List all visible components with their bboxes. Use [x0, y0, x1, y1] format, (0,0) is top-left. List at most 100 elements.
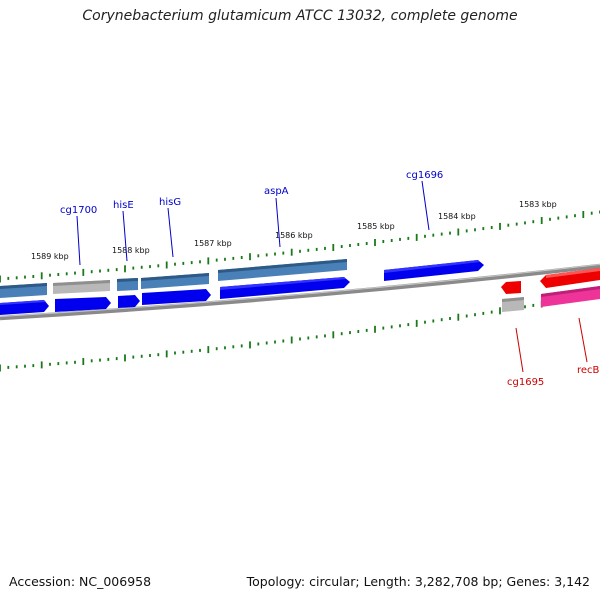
minor-tick [574, 214, 576, 218]
minor-tick [449, 317, 451, 320]
gene-cg1695-arrow[interactable] [501, 281, 521, 294]
minor-tick [382, 326, 385, 330]
gene-label-aspA[interactable]: aspA [264, 186, 289, 197]
gene-feature[interactable] [142, 289, 211, 305]
minor-tick [49, 362, 51, 366]
gene-feature[interactable] [55, 297, 111, 312]
minor-tick [90, 359, 93, 363]
major-tick [207, 346, 210, 354]
leader-line [122, 210, 128, 262]
minor-tick [57, 273, 60, 276]
minor-tick [224, 346, 226, 350]
gene-feature[interactable] [118, 295, 140, 308]
minor-tick [15, 276, 18, 280]
scale-label-1589: 1589 kbp [31, 252, 69, 261]
minor-tick [182, 261, 185, 265]
gene-label-hisG[interactable]: hisG [159, 197, 181, 208]
major-tick [124, 354, 126, 362]
minor-tick [474, 228, 476, 232]
minor-tick [532, 220, 535, 224]
gene-label-cg1695[interactable]: cg1695 [507, 377, 544, 388]
minor-tick [57, 362, 60, 366]
minor-tick [507, 223, 510, 227]
major-tick [0, 275, 1, 283]
minor-tick [157, 264, 160, 268]
minor-tick [390, 239, 393, 242]
gene-label-hisE[interactable]: hisE [113, 200, 134, 211]
minor-tick [524, 221, 526, 225]
gene-shade [546, 268, 600, 278]
gene-cg1696[interactable] [384, 260, 484, 281]
minor-tick [424, 234, 426, 238]
minor-tick [99, 269, 101, 273]
minor-tick [565, 215, 568, 219]
minor-tick [15, 365, 18, 369]
reverse-strand-row[interactable] [501, 268, 600, 312]
genome-backbone [0, 263, 600, 321]
minor-tick [182, 350, 185, 354]
page-title: Corynebacterium glutamicum ATCC 13032, c… [82, 8, 518, 24]
major-tick [290, 336, 293, 344]
major-tick [332, 331, 335, 339]
major-tick [499, 307, 501, 315]
minor-tick [149, 265, 151, 269]
minor-tick [215, 347, 218, 351]
minor-tick [299, 249, 301, 253]
minor-tick [224, 257, 226, 261]
minor-tick [149, 354, 151, 357]
minor-tick [515, 222, 518, 226]
minor-tick [174, 351, 176, 355]
genome-summary: Topology: circular; Length: 3,282,708 bp… [246, 574, 590, 589]
minor-tick [407, 323, 410, 327]
leader-line [515, 327, 524, 373]
minor-tick [282, 339, 285, 343]
major-tick [0, 364, 1, 372]
forward-strand-inner-row[interactable] [0, 277, 350, 315]
major-tick [207, 257, 210, 265]
gene-recB[interactable] [540, 268, 600, 288]
major-tick [249, 253, 251, 261]
minor-tick [49, 273, 51, 277]
gene-shade [117, 278, 138, 282]
minor-tick [324, 334, 326, 338]
minor-tick [382, 240, 385, 243]
minor-tick [174, 262, 176, 266]
gene-label-cg1696[interactable]: cg1696 [406, 170, 443, 181]
minor-tick [107, 268, 110, 272]
scale-label-1587: 1587 kbp [194, 239, 232, 248]
gene-shade [141, 273, 209, 281]
backbone-highlight [0, 264, 600, 317]
major-tick [374, 325, 376, 333]
gene-shade [218, 259, 347, 273]
major-tick [249, 341, 251, 349]
minor-tick [474, 313, 476, 317]
minor-tick [274, 340, 276, 344]
minor-tick [140, 354, 143, 358]
forward-strand-outer-row[interactable] [0, 259, 484, 298]
minor-tick [157, 353, 160, 357]
minor-tick [432, 233, 435, 237]
minor-tick [340, 245, 343, 248]
minor-tick [257, 254, 260, 258]
minor-tick [190, 261, 193, 265]
minor-tick [190, 349, 193, 353]
leader-line [275, 197, 281, 248]
scale-label-1586: 1586 kbp [275, 231, 313, 240]
minor-tick [299, 337, 301, 341]
major-tick [332, 244, 335, 251]
gene-label-cg1700[interactable]: cg1700 [60, 205, 97, 216]
minor-tick [365, 242, 368, 245]
minor-tick [307, 336, 310, 340]
leader-line [167, 207, 174, 258]
gene-label-recB[interactable]: recB [577, 365, 600, 376]
gene-shade [0, 283, 47, 289]
minor-tick [274, 252, 276, 256]
gene-feature[interactable] [220, 277, 350, 299]
minor-tick [482, 311, 485, 315]
forward-gene-labels: cg1700 hisE hisG aspA cg1696 [60, 170, 443, 266]
minor-tick [399, 324, 401, 328]
gene-recB-lower[interactable] [541, 286, 600, 307]
outer-scale-track [0, 210, 600, 283]
minor-tick [24, 275, 26, 279]
